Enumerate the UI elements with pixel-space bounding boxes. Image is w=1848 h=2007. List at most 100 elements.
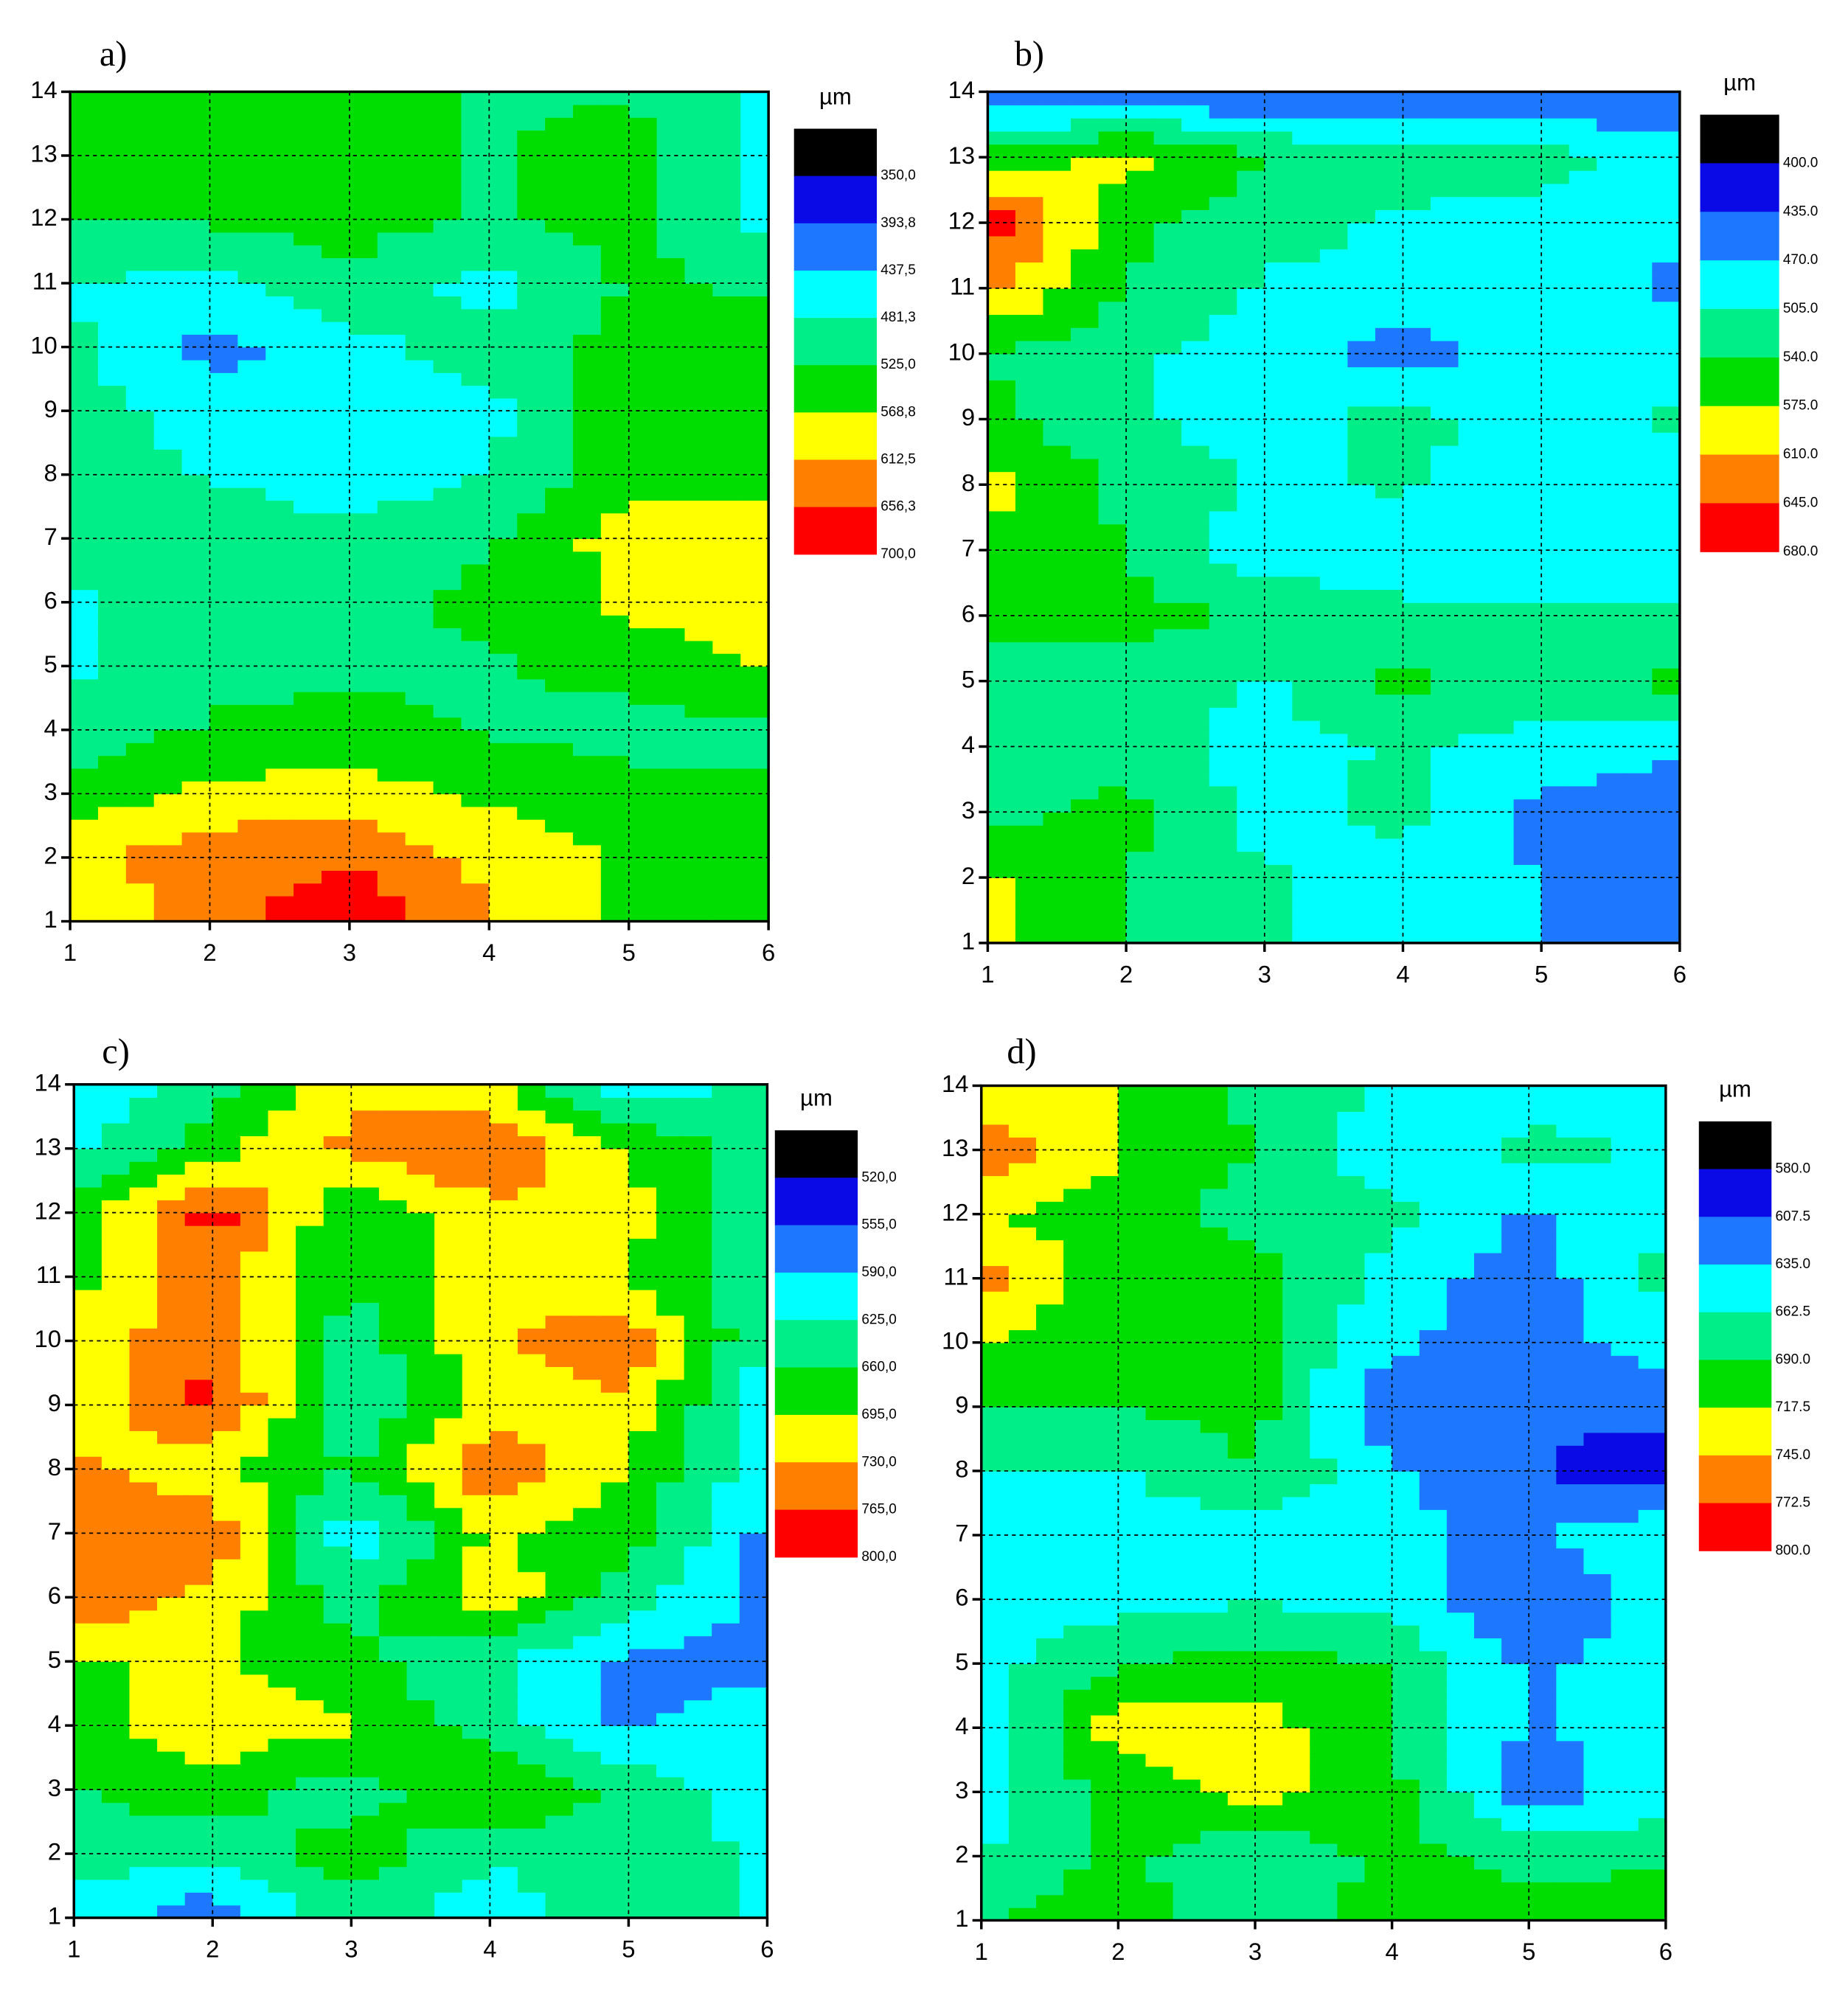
contour-patch xyxy=(1403,510,1431,525)
contour-patch xyxy=(1652,655,1681,669)
contour-patch xyxy=(1403,864,1431,878)
contour-patch xyxy=(184,1738,213,1752)
contour-patch xyxy=(377,487,406,501)
contour-patch xyxy=(349,372,378,386)
contour-patch xyxy=(265,308,294,322)
contour-patch xyxy=(1541,340,1570,355)
contour-patch xyxy=(1043,628,1071,643)
contour-patch xyxy=(296,1340,324,1354)
contour-patch xyxy=(1347,667,1376,682)
contour-patch xyxy=(157,1110,186,1124)
contour-patch xyxy=(433,729,462,743)
contour-patch xyxy=(1098,799,1127,813)
contour-patch xyxy=(1015,301,1044,316)
contour-patch xyxy=(322,487,350,501)
contour-patch xyxy=(600,666,630,680)
contour-patch xyxy=(405,627,434,641)
contour-patch xyxy=(1209,392,1237,407)
contour-patch xyxy=(323,1597,352,1611)
contour-patch xyxy=(1098,916,1127,931)
contour-patch xyxy=(517,908,546,922)
contour-patch xyxy=(1569,746,1597,760)
contour-patch xyxy=(1209,707,1237,721)
contour-patch xyxy=(656,1687,685,1701)
legend-level-label: 575.0 xyxy=(1783,398,1819,414)
contour-patch xyxy=(1209,314,1237,328)
contour-patch xyxy=(1486,498,1515,512)
contour-patch xyxy=(209,857,239,871)
contour-patch xyxy=(1098,773,1127,787)
contour-patch xyxy=(1541,366,1570,380)
contour-patch xyxy=(1541,916,1570,931)
contour-patch xyxy=(1071,655,1100,669)
contour-patch xyxy=(545,423,574,437)
contour-patch xyxy=(684,1815,712,1829)
contour-patch xyxy=(157,1495,186,1509)
contour-patch xyxy=(987,825,1016,839)
contour-patch xyxy=(405,130,434,144)
contour-patch xyxy=(209,538,239,552)
contour-patch xyxy=(322,857,350,871)
contour-patch xyxy=(712,1200,740,1214)
contour-patch xyxy=(129,1084,158,1098)
contour-patch xyxy=(517,232,546,246)
contour-patch xyxy=(265,806,294,820)
contour-patch xyxy=(1071,458,1100,473)
contour-patch xyxy=(987,720,1016,734)
contour-patch xyxy=(406,1405,435,1419)
contour-patch xyxy=(656,653,686,667)
contour-patch xyxy=(628,895,658,909)
contour-patch xyxy=(1292,458,1321,473)
contour-patch xyxy=(1597,262,1625,276)
contour-patch xyxy=(434,1097,463,1111)
contour-patch xyxy=(240,1802,269,1816)
contour-patch xyxy=(129,1495,158,1509)
contour-patch xyxy=(129,1507,158,1521)
contour-patch xyxy=(181,755,211,769)
contour-patch xyxy=(1375,340,1404,355)
contour-patch xyxy=(181,397,211,411)
contour-patch xyxy=(1292,550,1321,564)
contour-patch xyxy=(268,1520,296,1534)
contour-patch xyxy=(157,1559,186,1573)
contour-patch xyxy=(1237,615,1265,630)
contour-patch xyxy=(1513,301,1542,316)
contour-patch xyxy=(1153,720,1182,734)
contour-patch xyxy=(265,666,294,680)
contour-patch xyxy=(293,602,322,616)
contour-patch xyxy=(265,577,294,591)
contour-patch xyxy=(490,1750,518,1765)
contour-patch xyxy=(209,436,239,450)
contour-patch xyxy=(684,1545,712,1559)
contour-patch xyxy=(1624,445,1653,459)
contour-patch xyxy=(1126,864,1155,878)
contour-patch xyxy=(1071,340,1100,355)
contour-patch xyxy=(237,844,266,858)
contour-patch xyxy=(545,1238,574,1252)
contour-patch xyxy=(573,1879,602,1893)
contour-patch xyxy=(517,347,546,361)
contour-patch xyxy=(293,704,322,718)
contour-patch xyxy=(293,142,322,156)
contour-patch xyxy=(1375,550,1404,564)
contour-patch xyxy=(433,91,462,105)
contour-patch xyxy=(268,1289,296,1304)
contour-patch xyxy=(268,1764,296,1778)
contour-patch xyxy=(517,1764,546,1778)
contour-patch xyxy=(600,883,630,897)
panel-label: a) xyxy=(100,35,128,74)
legend-swatch xyxy=(1700,406,1779,456)
contour-patch xyxy=(1541,445,1570,459)
contour-patch xyxy=(97,538,127,552)
contour-patch xyxy=(628,1866,657,1880)
contour-patch xyxy=(1597,380,1625,394)
contour-patch xyxy=(101,1520,131,1534)
contour-patch xyxy=(322,806,350,820)
contour-patch xyxy=(433,104,462,118)
contour-patch xyxy=(684,615,714,629)
contour-patch xyxy=(265,155,294,169)
contour-patch xyxy=(1264,458,1293,473)
contour-patch xyxy=(237,334,266,348)
contour-patch xyxy=(1237,864,1265,878)
contour-patch xyxy=(406,1302,435,1316)
